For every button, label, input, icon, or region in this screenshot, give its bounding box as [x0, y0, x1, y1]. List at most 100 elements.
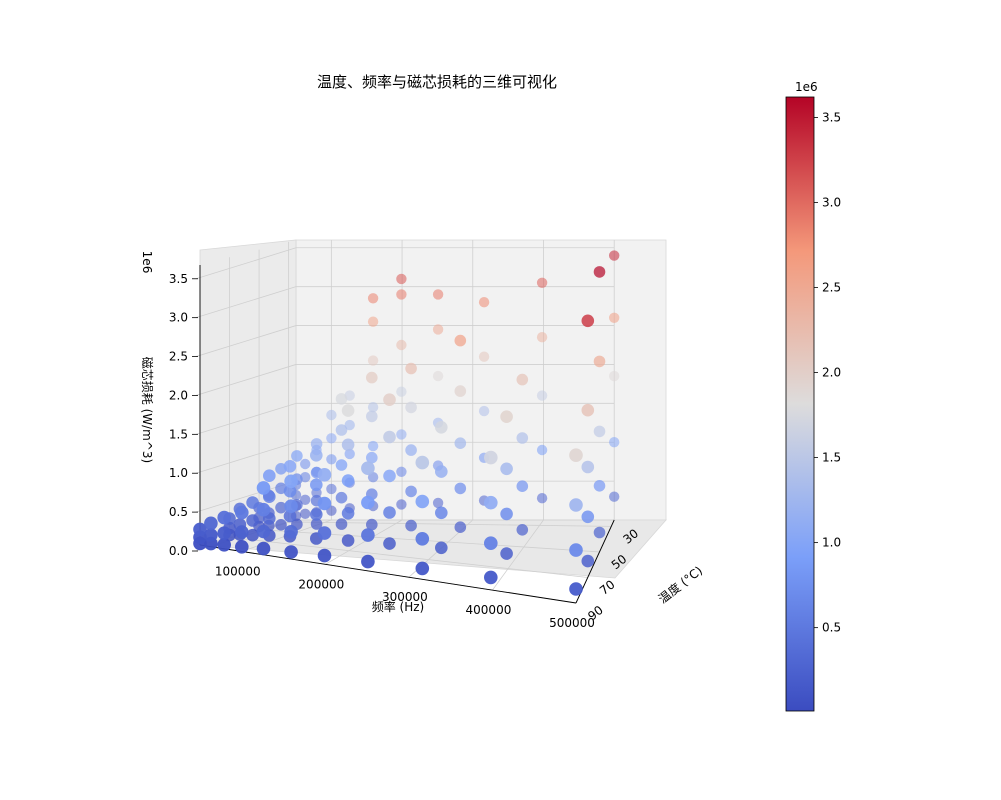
scatter-point — [569, 582, 583, 596]
scatter-point — [435, 421, 448, 434]
scatter-point — [193, 522, 207, 537]
scatter-point — [275, 519, 287, 531]
chart-title: 温度、频率与磁芯损耗的三维可视化 — [317, 73, 557, 91]
scatter-point — [569, 543, 583, 557]
scatter-point — [454, 521, 467, 533]
scatter-point — [361, 528, 375, 542]
scatter-point — [284, 545, 298, 559]
scatter-point — [484, 536, 498, 550]
scatter-point — [484, 450, 498, 465]
scatter-point — [484, 495, 498, 510]
scatter-point — [405, 444, 417, 456]
scatter-point — [536, 390, 548, 401]
scatter-points — [193, 250, 620, 596]
plot-panes — [199, 239, 667, 579]
scatter-point — [367, 402, 379, 413]
scatter-point — [396, 339, 407, 351]
scatter-point — [500, 462, 513, 476]
scatter-point — [204, 516, 218, 531]
scatter-point — [516, 373, 529, 386]
scatter-point — [341, 534, 355, 547]
scatter-point — [335, 518, 348, 530]
scatter-point — [204, 528, 218, 542]
scatter-point — [478, 297, 490, 308]
scatter-point — [300, 494, 311, 505]
colorbar-tick-label: 1.0 — [822, 536, 841, 550]
scatter-point — [609, 312, 620, 323]
scatter-point — [335, 393, 348, 405]
x-gridline-floor — [325, 519, 403, 565]
scatter-point — [361, 461, 375, 476]
scatter-point — [235, 525, 249, 539]
scatter-point — [432, 370, 444, 382]
scatter-point — [275, 501, 287, 514]
z-gridline-side — [195, 364, 297, 396]
scatter-point — [361, 495, 375, 510]
z-tick-label: 3.5 — [169, 272, 188, 286]
scatter-point — [366, 410, 378, 423]
scatter-point — [235, 505, 249, 520]
z-tick-label: 1.0 — [169, 466, 188, 480]
x-tick-label: 300000 — [382, 590, 428, 604]
scatter-point — [383, 393, 396, 407]
colorbar-offset-label: 1e6 — [795, 80, 818, 94]
z-gridline-side — [195, 402, 297, 435]
scatter-point — [581, 510, 595, 524]
scatter-point — [217, 526, 231, 540]
scatter-point — [366, 518, 378, 531]
scatter-point — [454, 437, 467, 450]
scatter-point — [396, 273, 407, 285]
scatter-point — [478, 405, 490, 417]
scatter-point — [516, 432, 529, 444]
scatter-point — [432, 324, 444, 335]
scatter-point — [415, 494, 430, 509]
scatter-point — [484, 570, 498, 585]
scatter-point — [246, 496, 259, 509]
scatter-point — [283, 460, 297, 473]
scatter-point — [432, 289, 444, 300]
scatter-point — [284, 525, 298, 539]
scatter-point — [396, 429, 407, 440]
scatter-point — [569, 448, 583, 463]
colorbar-tick-label: 3.0 — [822, 195, 841, 209]
scatter-point — [326, 454, 337, 465]
scatter-point — [536, 277, 548, 288]
scatter-point — [415, 455, 430, 470]
scatter-point — [341, 474, 355, 487]
scatter-point — [366, 451, 378, 464]
scatter-point — [300, 458, 311, 470]
scatter-point — [435, 465, 448, 478]
scatter-point — [609, 250, 620, 261]
scatter-point — [317, 526, 332, 540]
scatter-point — [593, 266, 606, 278]
scatter-point — [536, 332, 548, 343]
scatter-point — [383, 430, 396, 444]
colorbar-ticks: 0.5 1.0 1.5 2.0 2.5 3.0 3.5 — [814, 110, 841, 635]
z-tick-label: 2.0 — [169, 388, 188, 402]
scatter-point — [263, 469, 276, 483]
scatter-point — [335, 424, 348, 436]
scatter-point — [235, 540, 249, 554]
z-tick-label: 1.5 — [169, 427, 188, 441]
scatter-point — [284, 474, 298, 489]
scatter-point — [536, 444, 548, 456]
scatter-point — [310, 508, 323, 521]
scatter-point — [383, 469, 396, 483]
scatter-point — [335, 491, 348, 504]
scatter-point — [361, 554, 375, 569]
scatter-point — [516, 480, 529, 493]
scatter-point — [593, 480, 606, 492]
scatter-point — [246, 528, 259, 542]
scatter-point — [367, 293, 379, 304]
z-gridline-side — [195, 247, 297, 280]
scatter-point — [569, 498, 583, 512]
scatter-point — [581, 554, 595, 568]
z-tick-label: 0.0 — [169, 544, 188, 558]
scatter-point — [366, 371, 378, 384]
scatter-point — [609, 370, 620, 382]
x-gridline-floor — [492, 519, 544, 591]
scatter-point — [405, 362, 417, 375]
scatter-point — [581, 460, 595, 474]
scatter-point — [536, 493, 548, 504]
